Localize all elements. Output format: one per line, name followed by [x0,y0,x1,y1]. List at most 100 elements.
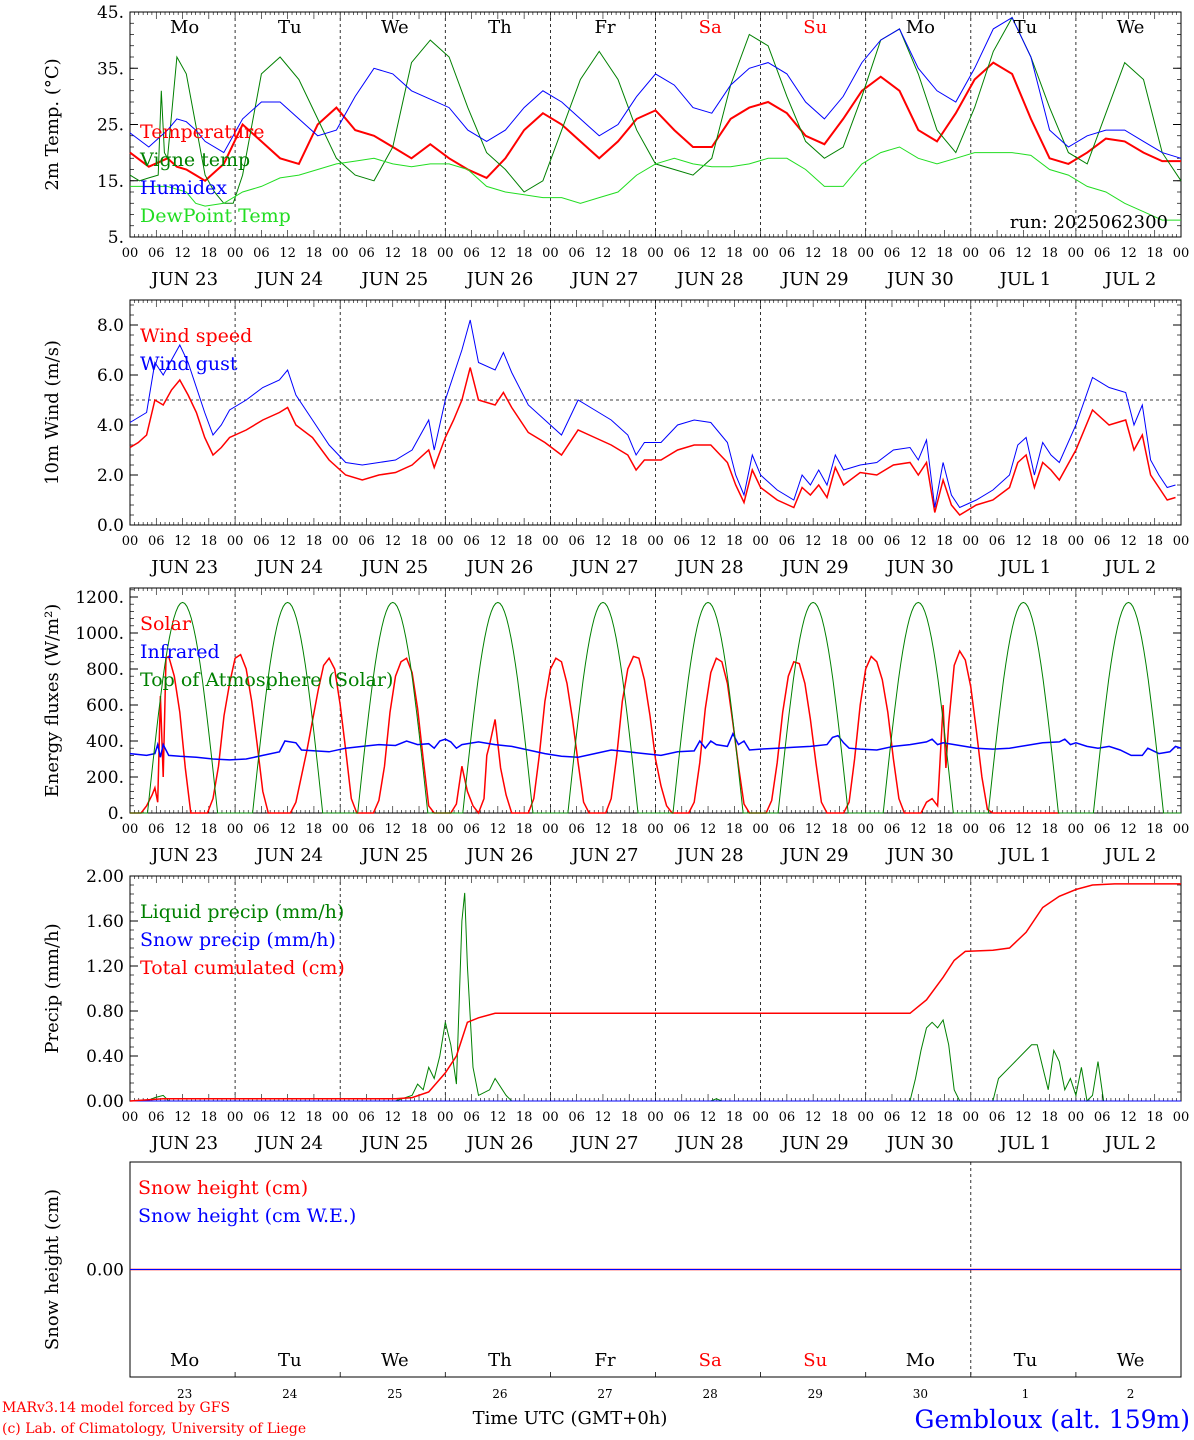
date-label: JUN 26 [465,269,534,290]
hour-label: 00 [752,534,769,549]
legend-entry: Snow precip (mm/h) [140,929,336,951]
hour-label: 18 [1146,1110,1163,1125]
hour-label: 06 [779,246,796,261]
hour-label: 18 [306,246,323,261]
y-tick-label: 6.0 [97,366,124,386]
hour-label: 06 [1094,246,1111,261]
hour-label: 00 [647,822,664,837]
plot-frame [129,299,1182,526]
hour-label: 00 [227,1110,244,1125]
hour-label: 18 [306,534,323,549]
hour-label: 06 [253,246,270,261]
hour-label: 12 [174,822,191,837]
date-label: JUN 24 [254,845,323,866]
hour-label: 18 [1041,534,1058,549]
date-label: JUL 1 [998,557,1052,578]
date-label: JUN 24 [254,557,323,578]
hour-label: 00 [1068,1110,1085,1125]
hour-label: 00 [1173,534,1190,549]
y-tick-label: 45. [97,3,124,23]
date-label: JUL 2 [1103,557,1157,578]
hour-label: 00 [122,534,139,549]
hour-label: 18 [831,1110,848,1125]
hour-label: 12 [910,246,927,261]
date-label: JUN 29 [780,845,849,866]
hour-label: 18 [411,1110,428,1125]
date-label: JUL 1 [998,269,1052,290]
y-tick-label: 1200. [75,588,124,608]
legend-entry: Snow height (cm) [138,1177,308,1199]
legend-entry: Wind gust [140,353,238,375]
date-label: JUL 1 [998,1133,1052,1154]
date-label: JUN 25 [359,845,428,866]
y-tick-label: 2.0 [97,466,124,486]
series-line-1 [129,16,1182,204]
date-label: JUN 29 [780,269,849,290]
y-axis-label: 10m Wind (m/s) [42,340,63,485]
hour-label: 18 [936,1110,953,1125]
hour-label: 12 [910,822,927,837]
date-label: JUN 24 [254,269,323,290]
hour-label: 00 [963,246,980,261]
hour-label: 18 [1146,534,1163,549]
panel-temperature [129,11,1182,238]
y-tick-label: 400. [86,732,124,752]
hour-label: 00 [752,822,769,837]
hour-label: 06 [358,1110,375,1125]
hour-label: 12 [490,246,507,261]
hour-label: 00 [332,246,349,261]
hour-label: 18 [411,246,428,261]
hour-label: 06 [463,246,480,261]
y-tick-label: 0.80 [86,1002,124,1022]
hour-label: 00 [227,534,244,549]
weekday-label: Tu [1014,17,1038,38]
date-label: JUN 23 [149,845,218,866]
hour-label: 06 [989,822,1006,837]
hour-label: 00 [857,822,874,837]
hour-label: 06 [884,1110,901,1125]
hour-label: 00 [1173,822,1190,837]
hour-label: 12 [1120,534,1137,549]
hour-label: 06 [148,534,165,549]
date-label: JUN 26 [465,1133,534,1154]
weekday-label: Th [488,17,512,38]
y-tick-label: 2.00 [86,867,124,887]
legend-entry: Temperature [140,121,264,143]
hour-label: 06 [884,534,901,549]
hour-label: 06 [1094,822,1111,837]
weekday-label: We [1117,1350,1145,1371]
hour-label: 18 [201,1110,218,1125]
date-label: JUN 28 [675,845,744,866]
hour-label: 06 [674,1110,691,1125]
hour-label: 00 [1173,1110,1190,1125]
hour-label: 06 [884,246,901,261]
hour-label: 12 [1015,534,1032,549]
hour-label: 18 [516,1110,533,1125]
date-label: JUN 30 [885,269,954,290]
hour-label: 12 [384,1110,401,1125]
hour-label: 06 [253,534,270,549]
date-label: JUN 27 [570,557,639,578]
day-number: 24 [282,1387,298,1401]
hour-label: 12 [805,1110,822,1125]
date-label: JUN 23 [149,1133,218,1154]
hour-label: 12 [279,822,296,837]
date-label: JUN 30 [885,845,954,866]
hour-label: 18 [411,822,428,837]
y-tick-label: 1000. [75,624,124,644]
series-line-1 [129,319,1176,509]
date-label: JUN 28 [675,269,744,290]
legend-entry: Total cumulated (cm) [140,957,345,979]
y-tick-label: 4.0 [97,416,124,436]
hour-label: 06 [568,534,585,549]
hour-label: 12 [595,1110,612,1125]
hour-label: 06 [1094,1110,1111,1125]
y-axis-label: Energy fluxes (W/m²) [42,604,63,798]
date-label: JUL 2 [1103,845,1157,866]
date-label: JUN 30 [885,1133,954,1154]
day-number: 26 [492,1387,507,1401]
hour-label: 18 [516,534,533,549]
date-label: JUN 26 [465,845,534,866]
hour-label: 00 [332,822,349,837]
